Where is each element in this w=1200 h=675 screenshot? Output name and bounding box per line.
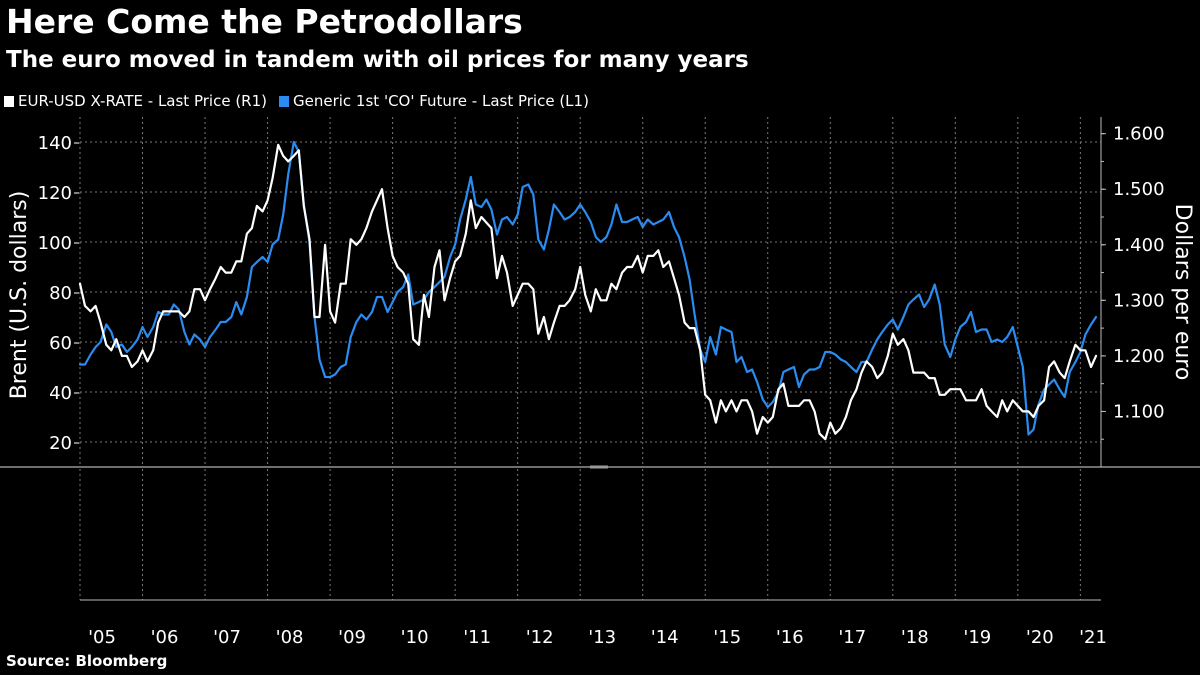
legend-label-eurusd: EUR-USD X-RATE - Last Price (R1)	[18, 92, 267, 110]
x-tick-label: '12	[526, 627, 554, 648]
chart-title: Here Come the Petrodollars	[6, 2, 523, 41]
x-tick-label: '07	[213, 627, 241, 648]
right-axis: 1.100 1.200 1.300 1.400 1.500 1.600	[1101, 124, 1165, 468]
right-tick-label: 1.600	[1113, 124, 1165, 145]
left-tick-label: 20	[49, 433, 72, 454]
x-tick-label: '14	[651, 627, 679, 648]
upper-grid	[79, 117, 1101, 467]
left-tick-label: 120	[38, 183, 72, 204]
left-tick-label: 60	[49, 333, 72, 354]
panel-resize-handle[interactable]	[590, 465, 608, 469]
chart-subtitle: The euro moved in tandem with oil prices…	[6, 47, 749, 73]
right-tick-label: 1.400	[1113, 235, 1165, 256]
series-line-eurusd	[78, 143, 1098, 441]
x-tick-label: '09	[338, 627, 366, 648]
right-tick-label: 1.200	[1113, 346, 1165, 367]
x-tick-label: '10	[401, 627, 429, 648]
series-layer	[78, 140, 1098, 441]
legend: EUR-USD X-RATE - Last Price (R1) Generic…	[4, 90, 601, 112]
x-tick-label: '19	[963, 627, 991, 648]
legend-swatch-brent	[279, 95, 289, 107]
left-tick-label: 80	[49, 283, 72, 304]
x-tick-label: '15	[713, 627, 741, 648]
x-tick-label: '20	[1026, 627, 1054, 648]
x-tick-label: '08	[276, 627, 304, 648]
legend-swatch-eurusd	[4, 95, 14, 107]
x-axis: '05 '06 '07 '08 '09 '10 '11 '12 '13 '14 '15 '16 '17 '…	[88, 627, 1107, 648]
legend-item-brent: Generic 1st 'CO' Future - Last Price (L1…	[279, 92, 589, 110]
left-tick-label: 140	[38, 133, 72, 154]
source-note: Source: Bloomberg	[6, 652, 168, 670]
series-line-brent	[78, 140, 1098, 436]
x-tick-label: '05	[88, 627, 116, 648]
legend-item-eurusd: EUR-USD X-RATE - Last Price (R1)	[4, 92, 267, 110]
left-axis-label: Brent (U.S. dollars)	[7, 191, 32, 400]
x-tick-label: '11	[463, 627, 491, 648]
right-tick-label: 1.100	[1113, 401, 1165, 422]
x-tick-label: '18	[901, 627, 929, 648]
left-axis: 20 40 60 80 100 120 140	[38, 133, 79, 454]
x-tick-label: '17	[838, 627, 866, 648]
legend-label-brent: Generic 1st 'CO' Future - Last Price (L1…	[293, 92, 589, 110]
left-tick-label: 100	[38, 233, 72, 254]
right-tick-label: 1.300	[1113, 290, 1165, 311]
left-tick-label: 40	[49, 383, 72, 404]
x-tick-label: '21	[1079, 627, 1107, 648]
right-axis-label: Dollars per euro	[1170, 204, 1195, 381]
x-tick-label: '13	[588, 627, 616, 648]
lower-grid	[79, 469, 1081, 600]
right-tick-label: 1.500	[1113, 179, 1165, 200]
x-tick-label: '16	[776, 627, 804, 648]
x-tick-label: '06	[151, 627, 179, 648]
